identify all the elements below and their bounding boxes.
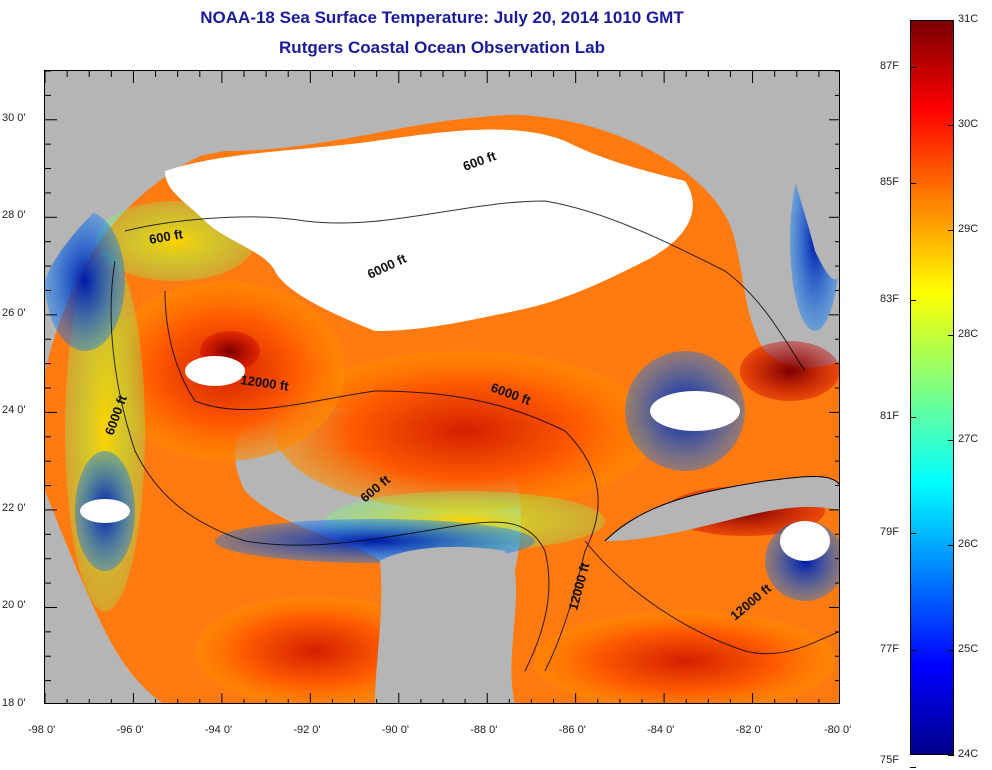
temperature-colorbar: [910, 20, 954, 755]
sst-map: 600 ft 600 ft 6000 ft 12000 ft 6000 ft 6…: [44, 70, 840, 704]
longitude-label: -88 0': [470, 724, 498, 736]
longitude-label: -94 0': [204, 724, 233, 736]
colorbar-tick: [910, 766, 916, 768]
cloud-patch-southwest: [80, 499, 130, 523]
colorbar-tick: [948, 335, 954, 336]
land-cuba: [605, 476, 839, 541]
cloud-patch-west: [185, 356, 245, 386]
sst-map-canvas: 600 ft 600 ft 6000 ft 12000 ft 6000 ft 6…: [45, 71, 839, 703]
colorbar-celsius-label: 24C: [958, 748, 979, 760]
longitude-label: -98 0': [28, 724, 56, 736]
colorbar-tick: [948, 650, 954, 651]
colorbar-fahrenheit-label: 83F: [880, 293, 899, 305]
cuba-coast-outline: [604, 476, 839, 542]
map-subtitle: Rutgers Coastal Ocean Observation Lab: [279, 38, 605, 57]
colorbar-fahrenheit-label: 85F: [880, 176, 899, 189]
colorbar-tick: [910, 183, 916, 185]
bathymetry-contours: [110, 200, 839, 672]
cool-region-texas: [45, 211, 125, 351]
colorbar-fahrenheit-label: 75F: [880, 754, 899, 766]
longitude-label: -92 0': [293, 724, 321, 736]
colorbar-celsius-label: 28C: [958, 328, 979, 340]
colorbar-celsius-label: 30C: [958, 118, 979, 130]
colorbar-tick: [948, 440, 954, 441]
hot-spot-florida: [740, 341, 839, 401]
colorbar-tick: [910, 66, 916, 68]
colorbar-celsius-label: 27C: [958, 433, 979, 445]
latitude-label: 28 0': [2, 209, 26, 222]
colorbar-tick: [948, 755, 954, 756]
latitude-label: 26 0': [2, 306, 26, 319]
colorbar-gradient: [911, 21, 953, 754]
latitude-label: 20 0': [2, 599, 26, 612]
colorbar-celsius-label: 29C: [958, 223, 979, 235]
contour-label: 12000 ft: [240, 372, 291, 394]
map-title: NOAA-18 Sea Surface Temperature: July 20…: [200, 8, 684, 27]
warm-region-south: [195, 596, 435, 703]
colorbar-tick: [910, 533, 916, 535]
graticule-ticks: [45, 71, 839, 703]
cloud-cover-north: [165, 129, 693, 331]
colorbar-celsius-label: 31C: [958, 13, 979, 25]
colorbar-celsius-label: 25C: [958, 643, 979, 655]
land-yucatan: [375, 546, 515, 703]
longitude-label: -96 0': [116, 724, 144, 736]
colorbar-tick: [948, 545, 954, 546]
latitude-label: 24 0': [2, 404, 26, 417]
longitude-label: -84 0': [647, 724, 675, 736]
colorbar-fahrenheit-label: 77F: [880, 643, 899, 655]
land-us-coast: [45, 71, 839, 281]
warm-region-caribbean: [535, 611, 835, 703]
longitude-label: -82 0': [735, 724, 763, 736]
contour-label: 600 ft: [148, 226, 185, 247]
colorbar-tick: [910, 416, 916, 418]
colorbar-tick: [910, 300, 916, 301]
colorbar-tick: [910, 650, 916, 651]
colorbar-tick: [948, 20, 954, 21]
longitude-label: -90 0': [381, 724, 409, 736]
longitude-label: -86 0': [558, 724, 586, 736]
warm-region-central: [275, 351, 655, 511]
latitude-label: 30 0': [2, 111, 26, 124]
latitude-label: 18 0': [2, 697, 26, 709]
colorbar-tick: [948, 125, 954, 126]
cloud-patch-east: [650, 391, 740, 431]
colorbar-celsius-label: 26C: [958, 538, 979, 550]
longitude-label: -80 0': [824, 724, 852, 736]
colorbar-fahrenheit-label: 79F: [880, 526, 899, 539]
colorbar-fahrenheit-label: 81F: [880, 409, 899, 422]
cloud-patch-caribbean: [780, 521, 830, 561]
colorbar-tick: [948, 230, 954, 231]
latitude-label: 22 0': [2, 501, 26, 514]
land-florida: [775, 71, 839, 280]
colorbar-fahrenheit-label: 87F: [880, 59, 899, 72]
